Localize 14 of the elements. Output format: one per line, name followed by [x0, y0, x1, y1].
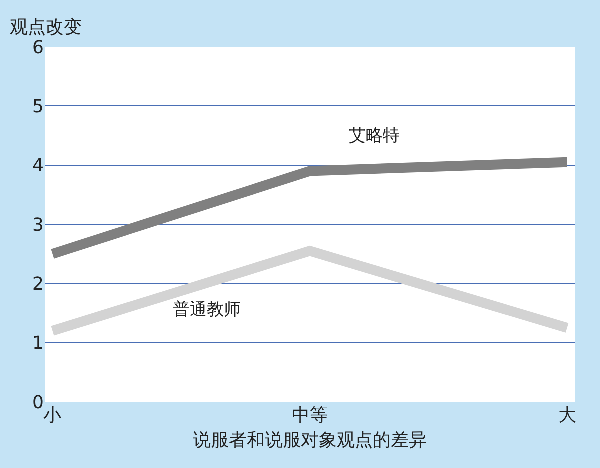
- x-tick-label: 小: [44, 405, 62, 426]
- y-tick-label: 6: [32, 37, 44, 58]
- y-axis-title: 观点改变: [10, 17, 82, 38]
- series-label: 艾略特: [349, 126, 400, 146]
- x-tick-label: 大: [558, 405, 576, 426]
- x-axis-title: 说服者和说服对象观点的差异: [193, 430, 427, 452]
- y-tick-label: 0: [32, 392, 44, 414]
- y-tick-label: 4: [32, 156, 44, 177]
- y-tick-label: 5: [32, 96, 44, 118]
- series-label: 普通教师: [173, 300, 241, 320]
- x-tick-label: 中等: [292, 405, 328, 426]
- y-tick-label: 2: [32, 274, 44, 295]
- y-tick-label: 3: [32, 214, 44, 236]
- y-tick-label: 1: [32, 333, 44, 354]
